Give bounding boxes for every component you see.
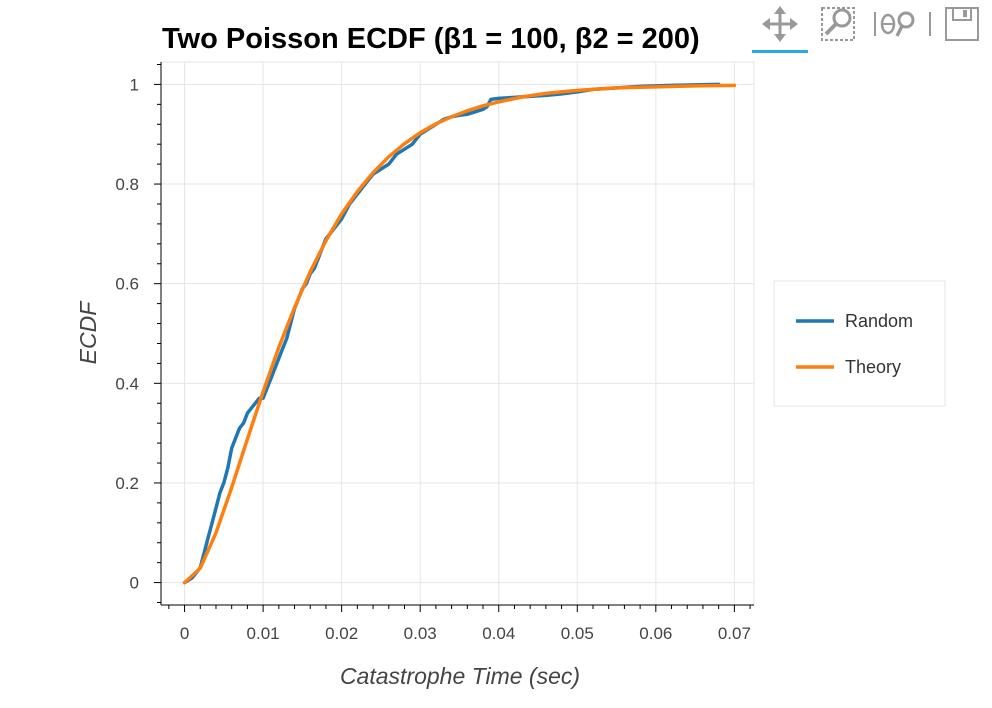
wheel-zoom-icon	[874, 11, 915, 37]
chart-toolbar	[752, 6, 979, 53]
x-tick-label: 0.04	[482, 624, 515, 643]
x-tick-label: 0	[180, 624, 189, 643]
plot-area	[160, 61, 755, 606]
box-zoom-tool-button[interactable]	[821, 7, 855, 41]
x-tick-label: 0.01	[247, 624, 280, 643]
x-tick-label: 0.03	[404, 624, 437, 643]
x-axis: 0 0.01 0.02 0.03 0.04 0.05 0.06 0.07	[161, 604, 754, 643]
x-axis-label: Catastrophe Time (sec)	[340, 663, 580, 689]
x-tick-label: 0.05	[561, 624, 594, 643]
y-tick-label: 0.4	[115, 374, 139, 393]
save-tool-button[interactable]	[929, 7, 979, 41]
legend-label-random: Random	[845, 311, 913, 331]
pan-tool-button[interactable]	[752, 6, 808, 53]
x-tick-label: 0.06	[639, 624, 672, 643]
y-axis: 0 0.2 0.4 0.6 0.8 1	[115, 62, 162, 605]
y-tick-label: 0.2	[115, 474, 139, 493]
x-tick-label: 0.07	[718, 624, 751, 643]
active-tool-indicator	[752, 50, 808, 53]
y-tick-label: 0	[130, 574, 139, 593]
box-zoom-icon	[821, 7, 855, 41]
chart-title: Two Poisson ECDF (β1 = 100, β2 = 200)	[162, 23, 700, 55]
series-layer	[182, 82, 737, 585]
y-tick-label: 0.8	[115, 175, 139, 194]
x-gridlines	[184, 62, 735, 605]
wheel-zoom-tool-button[interactable]	[874, 11, 915, 37]
y-axis-label: ECDF	[75, 300, 101, 365]
y-tick-label: 0.6	[115, 275, 139, 294]
series-line-theory	[182, 83, 737, 585]
y-tick-label: 1	[130, 75, 139, 94]
legend-label-theory: Theory	[845, 357, 901, 377]
save-icon	[929, 7, 979, 41]
pan-icon	[762, 6, 798, 42]
legend: Random Theory	[773, 280, 946, 407]
x-tick-label: 0.02	[325, 624, 358, 643]
